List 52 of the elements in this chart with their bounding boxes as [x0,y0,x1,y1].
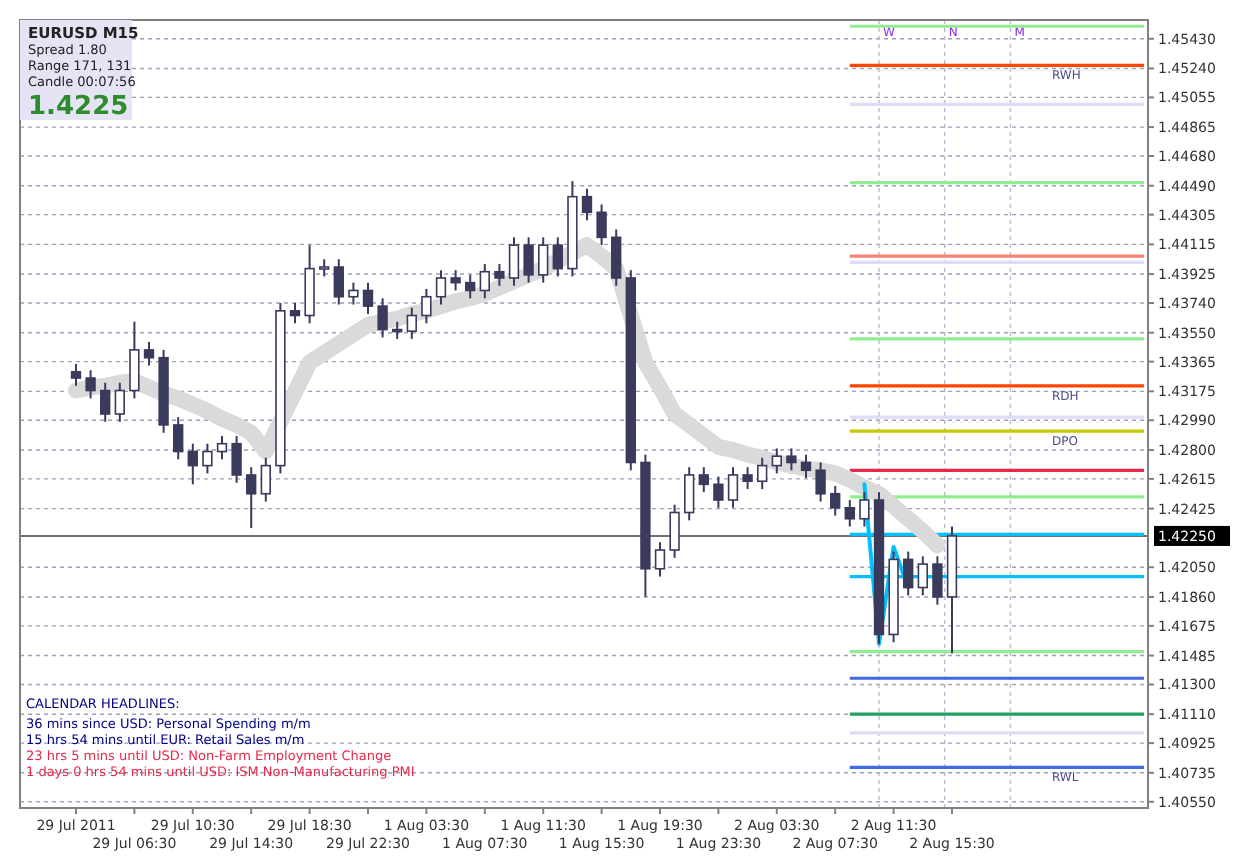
candlestick [742,466,753,491]
candlestick [523,236,534,284]
candlestick [859,491,870,528]
candlestick [654,541,666,578]
candlestick [304,244,315,325]
candlestick [581,187,593,222]
candlestick [70,362,82,387]
candlestick [202,442,213,475]
candlestick [231,434,242,484]
candlestick [611,228,622,287]
candlestick [508,236,520,287]
candlestick [100,381,111,423]
candlestick [786,447,797,472]
candlestick [830,484,841,517]
candlestick [362,281,374,315]
candlestick [669,503,680,559]
candlestick [815,461,826,503]
candlestick [917,555,928,597]
candlestick [289,301,301,325]
candlestick [844,498,855,528]
candlestick [435,269,447,306]
candlestick [143,341,155,367]
candlestick [494,262,505,287]
candlestick [538,236,549,284]
candlestick [246,466,257,530]
candlestick [713,475,724,509]
candlestick [465,273,476,300]
candlestick [114,381,125,423]
candlestick [596,203,607,247]
candlestick [348,281,359,306]
candlestick [903,550,914,597]
candlestick [552,236,563,278]
candlestick [187,442,198,486]
candlestick [479,262,490,300]
candlestick [406,306,417,340]
candlestick [333,258,344,306]
candlestick [216,434,228,461]
candlestick [771,447,782,475]
candlestick [129,320,140,400]
candlestick [260,456,271,503]
candlestick [684,466,695,522]
candlestick [85,369,96,400]
candlestick [932,555,943,606]
annotation: 1.4225 [28,92,129,122]
candlestick [800,453,812,480]
candlestick [698,466,709,494]
candlestick [757,456,768,491]
candlestick [727,466,739,509]
candlestick [173,416,184,461]
candlestick [450,269,461,292]
candlestick [421,287,432,325]
candlestick [377,297,388,339]
